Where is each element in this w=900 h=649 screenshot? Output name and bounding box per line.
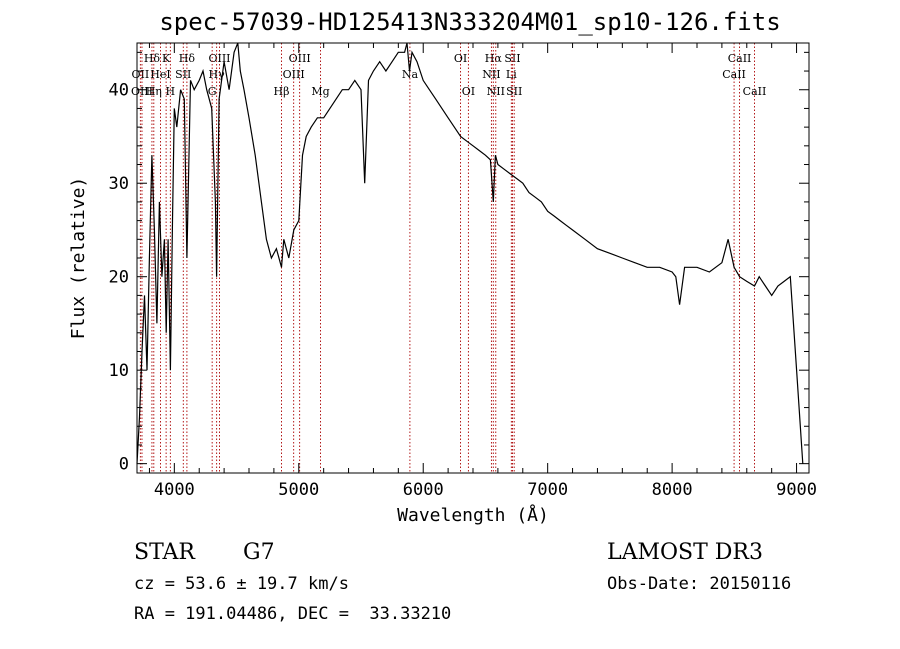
- spectral-line-label: OI: [462, 85, 475, 98]
- spectral-line-label: K: [162, 52, 171, 65]
- x-tick-label: 4000: [154, 480, 195, 500]
- spectral-line-label: SII: [175, 68, 191, 81]
- spectral-line-label: OII: [132, 68, 150, 81]
- y-tick-label: 0: [119, 455, 129, 475]
- spectral-line-label: CaII: [743, 85, 767, 98]
- spectral-line-label: CaII: [728, 52, 752, 65]
- y-axis-label: Flux (relative): [68, 177, 89, 340]
- spectral-line-label: Hα: [485, 52, 503, 65]
- spectral-line-label: Li: [506, 68, 517, 81]
- spectral-line-label: NII: [487, 85, 505, 98]
- spectral-line-label: CaII: [722, 68, 746, 81]
- x-tick-label: 5000: [278, 480, 319, 500]
- spectral-line-label: HeI: [150, 68, 170, 81]
- spectral-line-label: G: [208, 85, 217, 98]
- spectral-line-label: Na: [402, 68, 419, 81]
- line-markers: Hδ OII OIII K HeI Hη Hδ SII H OIII Hγ G OIII OIII Hβ Mg…: [131, 43, 766, 473]
- spectral-line-label: SII: [504, 52, 520, 65]
- observation-date: Obs-Date: 20150116: [607, 574, 792, 594]
- spectral-line-label: OI: [454, 52, 467, 65]
- plot-frame: [136, 42, 810, 474]
- spectrum-series-line: [136, 42, 804, 464]
- x-tick-label: 8000: [652, 480, 693, 500]
- spectral-line-label: Hδ: [144, 52, 161, 65]
- y-tick-label: 20: [109, 268, 129, 288]
- spectral-line-label: NII: [482, 68, 500, 81]
- coordinates: RA = 191.04486, DEC = 33.33210: [134, 604, 452, 624]
- y-tick-label: 30: [109, 174, 129, 194]
- redshift-velocity: cz = 53.6 ± 19.7 km/s: [134, 574, 349, 594]
- x-tick-label: 6000: [403, 480, 444, 500]
- spectral-line-label: SII: [506, 85, 522, 98]
- y-tick-label: 40: [109, 81, 129, 101]
- spectral-line-label: H: [166, 85, 176, 98]
- x-tick-label: 7000: [527, 480, 568, 500]
- object-subclass: G7: [243, 540, 275, 565]
- x-axis-label: Wavelength (Å): [397, 504, 549, 526]
- spectral-line-label: Hη: [146, 85, 162, 98]
- spectral-line-label: OIII: [131, 85, 153, 98]
- chart-title: spec-57039-HD125413N333204M01_sp10-126.f…: [159, 8, 781, 36]
- spectral-line-label: Hδ: [179, 52, 196, 65]
- axes: 4000 5000 6000 7000 8000 9000 0 10 20 30 40: [109, 43, 817, 500]
- y-tick-label: 10: [109, 361, 129, 381]
- spectral-line-label: OIII: [283, 68, 305, 81]
- survey-name: LAMOST DR3: [607, 540, 763, 565]
- x-tick-label: 9000: [776, 480, 817, 500]
- spectral-line-label: Mg: [311, 85, 329, 98]
- spectral-line-label: Hγ: [209, 68, 226, 81]
- spectral-line-label: Hβ: [274, 85, 290, 98]
- spectral-line-label: OIII: [289, 52, 311, 65]
- object-class: STAR: [134, 540, 195, 565]
- spectral-line-label: OIII: [208, 52, 230, 65]
